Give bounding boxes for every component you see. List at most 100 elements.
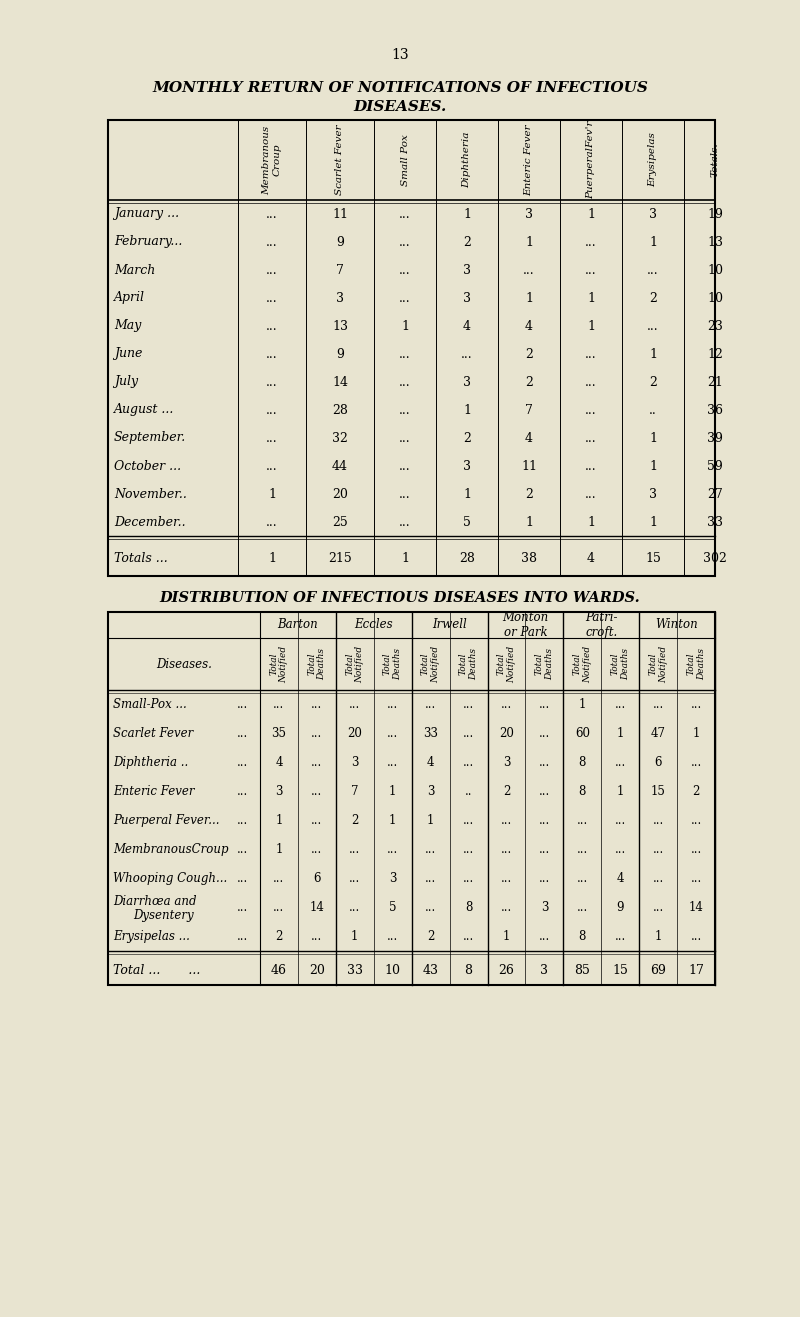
Text: 3: 3	[541, 901, 548, 914]
Text: 25: 25	[332, 515, 348, 528]
Text: ..: ..	[649, 403, 657, 416]
Text: Diphtheria ..: Diphtheria ..	[113, 756, 188, 769]
Text: ...: ...	[577, 872, 588, 885]
Text: 33: 33	[423, 727, 438, 740]
Text: ...: ...	[236, 727, 248, 740]
Text: 38: 38	[521, 552, 537, 565]
Text: ...: ...	[425, 901, 436, 914]
Text: ...: ...	[463, 756, 474, 769]
Text: Eccles: Eccles	[354, 619, 393, 631]
Text: ...: ...	[349, 843, 361, 856]
Text: 1: 1	[649, 432, 657, 445]
Text: 2: 2	[649, 291, 657, 304]
Text: February...: February...	[114, 236, 182, 249]
Text: 2: 2	[427, 930, 434, 943]
Text: ...: ...	[236, 785, 248, 798]
Text: ...: ...	[266, 263, 278, 277]
Text: Total
Notified: Total Notified	[270, 645, 289, 682]
Text: Total
Notified: Total Notified	[421, 645, 440, 682]
Text: Enteric Fever: Enteric Fever	[525, 124, 534, 196]
Text: 36: 36	[707, 403, 723, 416]
Text: Enteric Fever: Enteric Fever	[113, 785, 194, 798]
Text: ...: ...	[538, 727, 550, 740]
Text: ...: ...	[399, 291, 411, 304]
Text: Total
Deaths: Total Deaths	[307, 648, 326, 680]
Text: Totals.: Totals.	[710, 142, 719, 178]
Text: ...: ...	[266, 320, 278, 332]
Text: ...: ...	[690, 843, 702, 856]
Text: ...: ...	[463, 843, 474, 856]
Text: ...: ...	[425, 872, 436, 885]
Text: Barton: Barton	[278, 619, 318, 631]
Text: Total
Notified: Total Notified	[345, 645, 365, 682]
Text: August ...: August ...	[114, 403, 174, 416]
Text: Total
Deaths: Total Deaths	[383, 648, 402, 680]
Text: ...: ...	[501, 814, 512, 827]
Text: ...: ...	[274, 872, 285, 885]
Text: 1: 1	[654, 930, 662, 943]
Text: June: June	[114, 348, 142, 361]
Text: Scarlet Fever: Scarlet Fever	[335, 125, 345, 195]
Text: Small-Pox ...: Small-Pox ...	[113, 698, 186, 711]
Text: July: July	[114, 375, 138, 389]
Text: ...: ...	[399, 487, 411, 500]
Text: Total
Notified: Total Notified	[573, 645, 592, 682]
Text: Erysipelas: Erysipelas	[649, 133, 658, 187]
Text: Diphtheria: Diphtheria	[462, 132, 471, 188]
Text: 13: 13	[391, 47, 409, 62]
Text: ...: ...	[311, 930, 322, 943]
Text: ...: ...	[501, 843, 512, 856]
Text: 28: 28	[459, 552, 475, 565]
Text: DISEASES.: DISEASES.	[354, 100, 446, 115]
Text: 1: 1	[268, 552, 276, 565]
Text: 7: 7	[336, 263, 344, 277]
Text: 1: 1	[617, 785, 624, 798]
Text: 2: 2	[525, 375, 533, 389]
Text: 5: 5	[389, 901, 397, 914]
Text: 1: 1	[578, 698, 586, 711]
Text: ...: ...	[653, 698, 664, 711]
Text: ...: ...	[349, 901, 361, 914]
Text: 1: 1	[463, 403, 471, 416]
Text: 11: 11	[332, 208, 348, 220]
Text: Total
Deaths: Total Deaths	[459, 648, 478, 680]
Text: ...: ...	[399, 460, 411, 473]
Text: ...: ...	[538, 814, 550, 827]
Text: 1: 1	[463, 487, 471, 500]
Text: 2: 2	[275, 930, 282, 943]
Text: ...: ...	[236, 930, 248, 943]
Text: ...: ...	[614, 756, 626, 769]
Text: ...: ...	[585, 348, 597, 361]
Text: 3: 3	[463, 263, 471, 277]
Text: ...: ...	[311, 756, 322, 769]
Text: 8: 8	[465, 901, 472, 914]
Text: March: March	[114, 263, 155, 277]
Text: ...: ...	[266, 460, 278, 473]
Text: ...: ...	[266, 291, 278, 304]
Text: 5: 5	[463, 515, 471, 528]
Text: ...: ...	[690, 698, 702, 711]
Text: 4: 4	[463, 320, 471, 332]
Text: 15: 15	[612, 964, 628, 976]
Text: 10: 10	[385, 964, 401, 976]
Text: ...: ...	[523, 263, 535, 277]
Text: 1: 1	[525, 291, 533, 304]
Text: 3: 3	[336, 291, 344, 304]
Text: 1: 1	[649, 348, 657, 361]
Text: 11: 11	[521, 460, 537, 473]
Text: ...: ...	[501, 901, 512, 914]
Text: May: May	[114, 320, 142, 332]
Text: ...: ...	[266, 432, 278, 445]
Text: ...: ...	[311, 727, 322, 740]
Text: ...: ...	[399, 208, 411, 220]
Text: 20: 20	[332, 487, 348, 500]
Text: ...: ...	[463, 872, 474, 885]
Text: DISTRIBUTION OF INFECTIOUS DISEASES INTO WARDS.: DISTRIBUTION OF INFECTIOUS DISEASES INTO…	[160, 591, 640, 605]
Text: 43: 43	[422, 964, 438, 976]
Text: Dysentery: Dysentery	[133, 909, 194, 922]
Text: ...: ...	[266, 375, 278, 389]
Text: Patri-
croft.: Patri- croft.	[585, 611, 618, 639]
Text: ...: ...	[387, 727, 398, 740]
Text: 12: 12	[707, 348, 723, 361]
Text: ...: ...	[387, 843, 398, 856]
